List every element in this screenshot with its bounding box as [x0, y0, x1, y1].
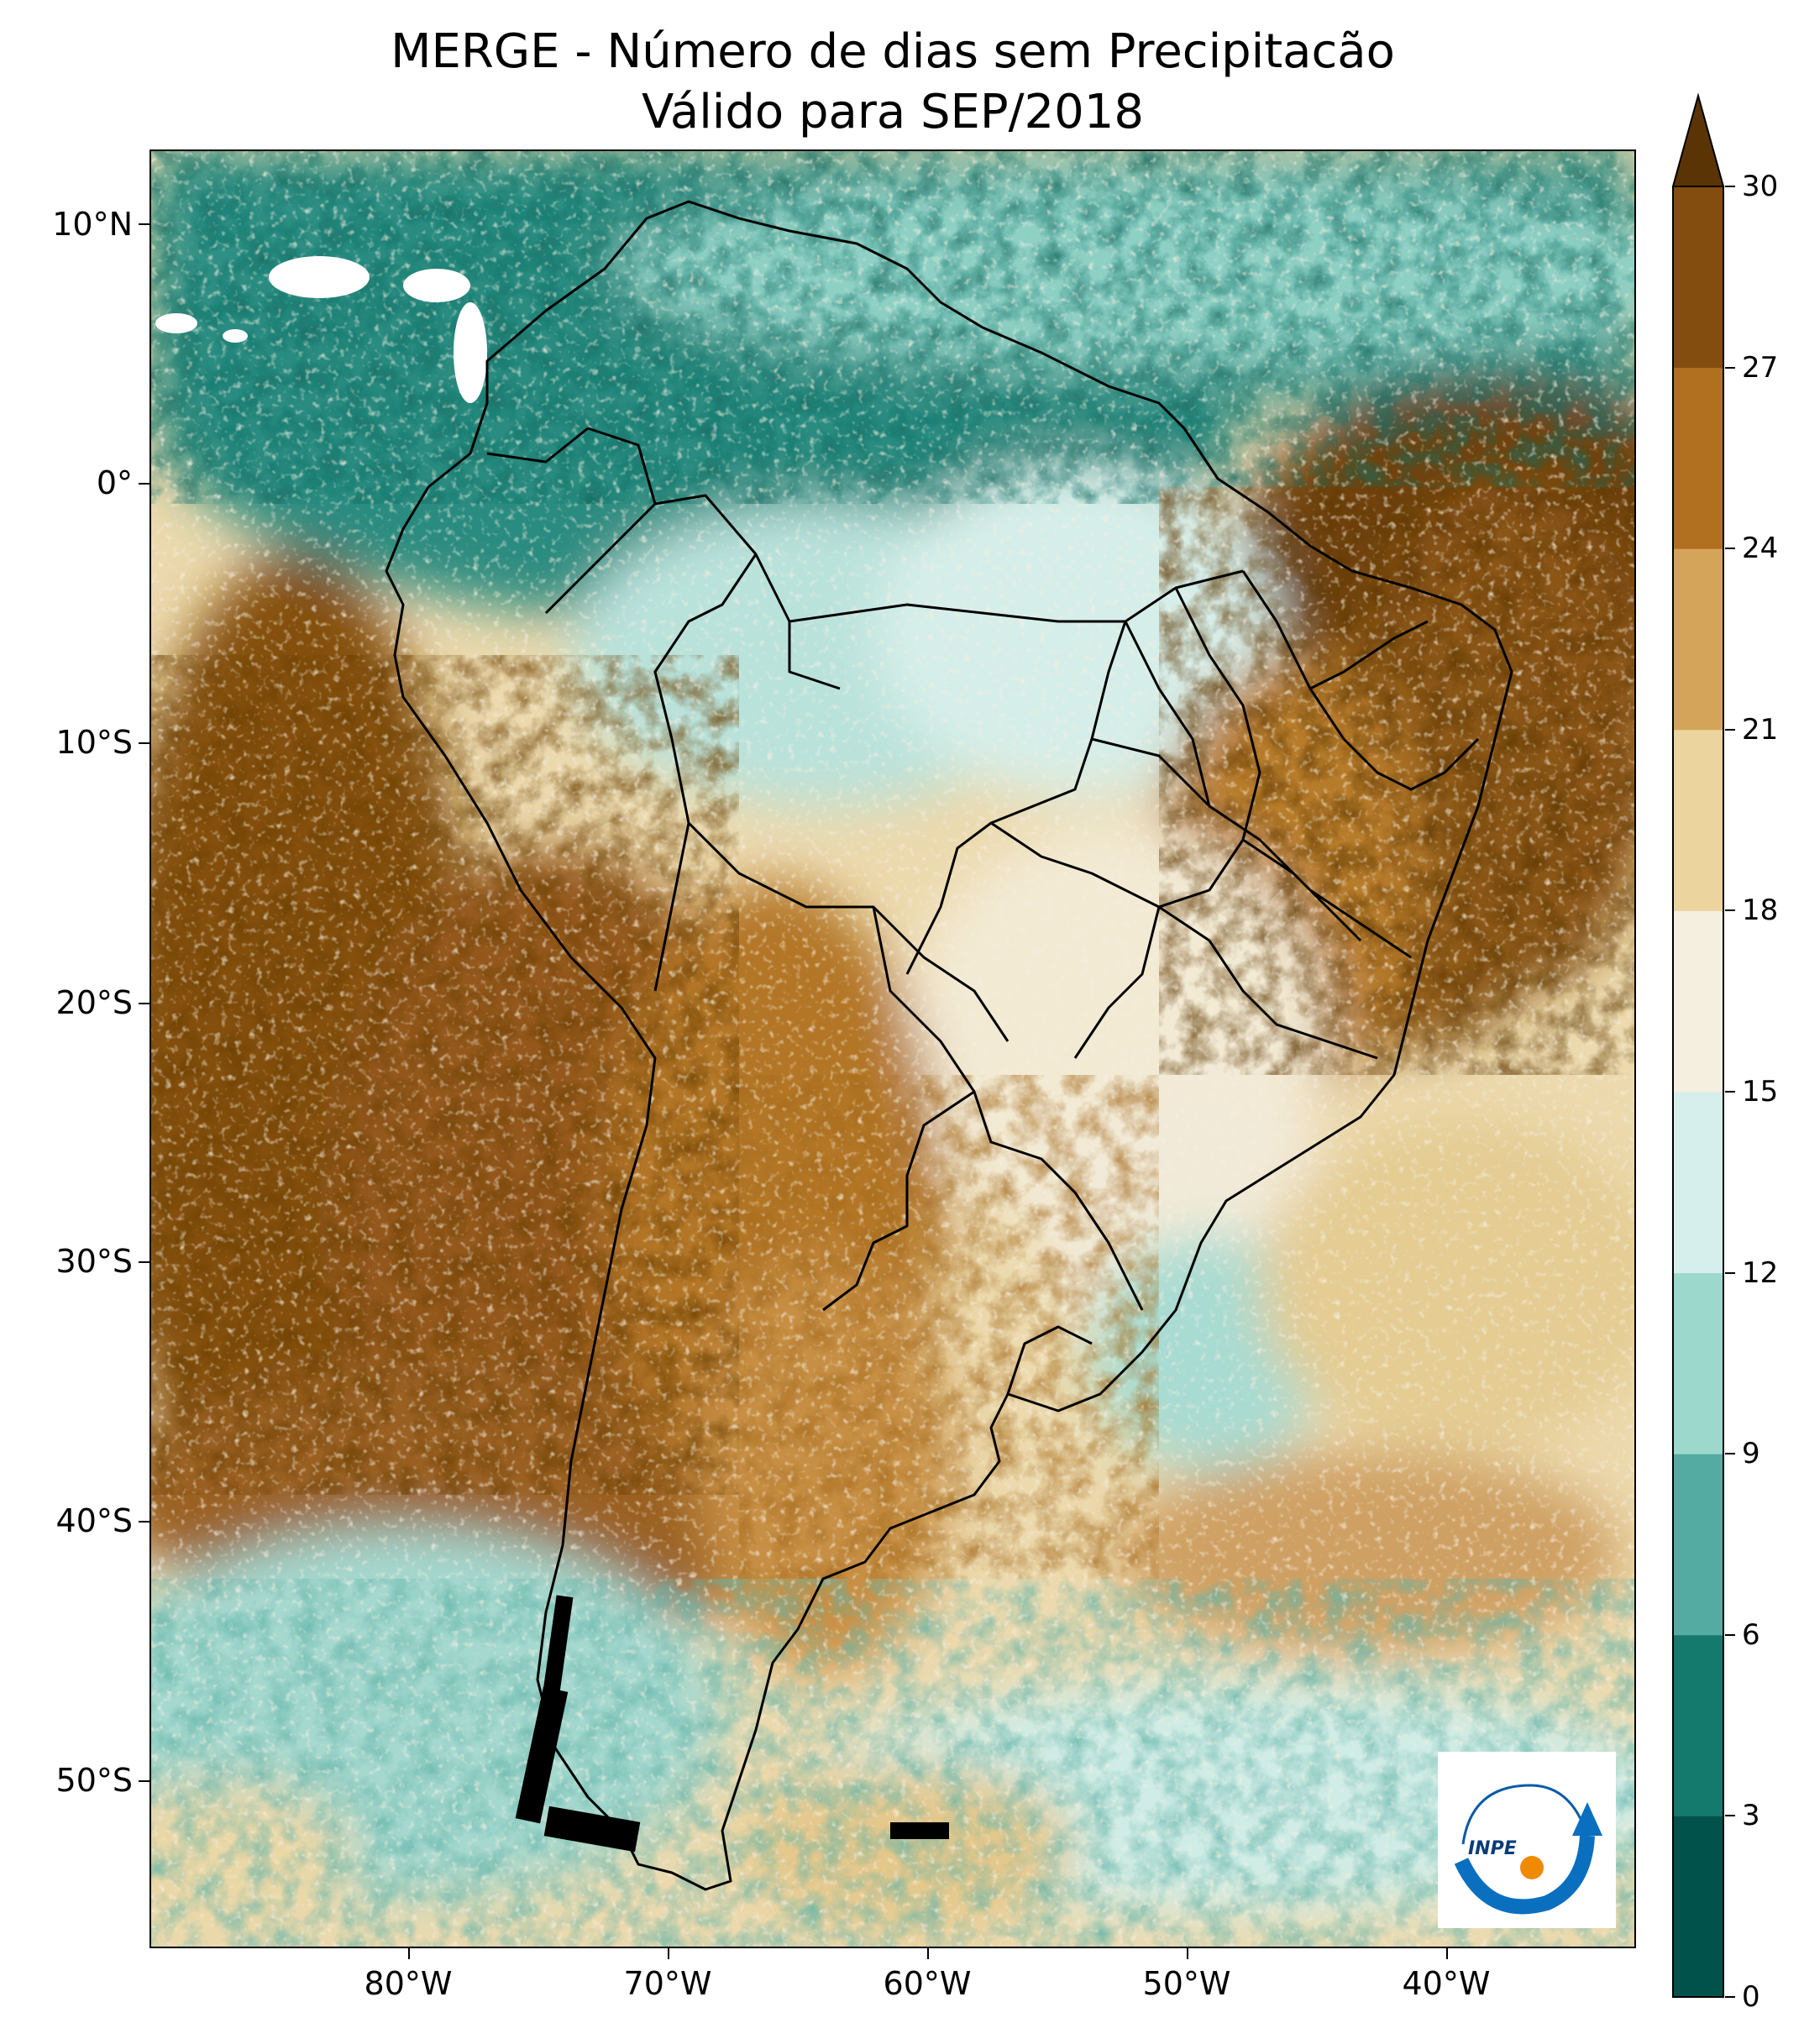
lon-tick-40w	[1446, 1948, 1448, 1959]
colorbar-tick-label: 30	[1742, 170, 1779, 203]
logo-orbit-arc	[1461, 1784, 1582, 1845]
colorbar-tick-label: 9	[1742, 1437, 1760, 1471]
colorbar-segments	[1673, 186, 1723, 1998]
colorbar-segment	[1673, 1634, 1723, 1816]
colorbar-tick	[1725, 728, 1735, 731]
colorbar-tick-label: 6	[1742, 1617, 1760, 1652]
south-america-outline	[385, 200, 1513, 1891]
lat-tick-40s	[139, 1521, 149, 1523]
lat-label-0: 0°	[96, 464, 133, 501]
lat-tick-10n	[139, 223, 149, 225]
colorbar-tick-label: 18	[1742, 894, 1779, 928]
lat-label-20s: 20°S	[55, 984, 133, 1021]
lat-label-10s: 10°S	[55, 724, 133, 761]
lon-tick-70w	[668, 1948, 669, 1959]
colorbar-tick-label: 3	[1742, 1799, 1760, 1833]
colorbar-tick	[1725, 548, 1735, 550]
lat-label-30s: 30°S	[55, 1243, 133, 1280]
colorbar-tick	[1725, 366, 1735, 369]
colorbar-segment	[1673, 367, 1723, 549]
coastlines-borders	[385, 200, 1513, 1891]
map-panel	[149, 149, 1636, 1948]
colorbar-segment	[1673, 1092, 1723, 1274]
colorbar-segment	[1673, 548, 1723, 731]
colorbar	[1671, 92, 1725, 1998]
colorbar-tick-label: 24	[1742, 532, 1779, 566]
precipitation-map	[151, 151, 1634, 1947]
colorbar-tick	[1725, 1633, 1735, 1636]
logo-sun-icon	[1520, 1856, 1544, 1879]
logo-arrow-icon	[1572, 1802, 1602, 1836]
lon-tick-60w	[927, 1948, 929, 1959]
colorbar-segment	[1673, 1816, 1723, 1998]
colorbar-segment	[1673, 1272, 1723, 1454]
lat-tick-30s	[139, 1261, 149, 1263]
colorbar-tick-label: 0	[1742, 1980, 1760, 2014]
lon-label-60w: 60°W	[883, 1965, 972, 2002]
lat-tick-10s	[139, 742, 149, 744]
lat-tick-20s	[139, 1003, 149, 1004]
logo-swoosh	[1454, 1835, 1595, 1915]
colorbar-extend-arrow	[1671, 92, 1725, 187]
lon-tick-80w	[408, 1948, 410, 1959]
chart-title: MERGE - Número de dias sem Precipitacão	[391, 24, 1395, 79]
lat-tick-50s	[139, 1780, 149, 1782]
colorbar-tick-label: 15	[1742, 1075, 1779, 1108]
lon-label-50w: 50°W	[1142, 1965, 1231, 2002]
lon-label-40w: 40°W	[1402, 1965, 1491, 2002]
lat-label-40s: 40°S	[55, 1502, 133, 1539]
colorbar-tick-label: 12	[1742, 1255, 1779, 1290]
chart-subtitle: Válido para SEP/2018	[641, 85, 1145, 139]
inpe-logo-graphic: INPE	[1454, 1784, 1602, 1915]
colorbar-tick-label: 21	[1742, 712, 1779, 747]
colorbar-segment	[1673, 910, 1723, 1093]
colorbar-tick	[1725, 1815, 1735, 1817]
patagonia-islands	[515, 1595, 949, 1853]
colorbar-outline	[1672, 186, 1724, 1998]
colorbar-segment	[1673, 186, 1723, 369]
colorbar-tick	[1725, 1996, 1735, 1998]
inpe-logo: INPE	[1438, 1752, 1616, 1928]
brazil-state-borders	[990, 570, 1480, 1060]
colorbar-segment	[1673, 1454, 1723, 1636]
logo-text: INPE	[1468, 1838, 1517, 1859]
colorbar-tick	[1725, 1453, 1735, 1455]
lon-label-80w: 80°W	[364, 1965, 453, 2002]
colorbar-tick	[1725, 186, 1735, 187]
lat-label-50s: 50°S	[55, 1762, 133, 1799]
colorbar-tick	[1725, 1091, 1735, 1093]
lat-label-10n: 10°N	[52, 206, 133, 243]
missing-data-patches	[155, 256, 487, 403]
colorbar-tick-label: 27	[1742, 350, 1779, 385]
lon-tick-50w	[1187, 1948, 1188, 1959]
colorbar-segment	[1673, 729, 1723, 911]
colorbar-tick	[1725, 1271, 1735, 1274]
country-borders	[486, 427, 1244, 1395]
precip-field-speckle	[151, 151, 1634, 1947]
lat-tick-0	[139, 483, 149, 485]
lon-label-70w: 70°W	[623, 1965, 712, 2002]
colorbar-tick	[1725, 909, 1735, 912]
